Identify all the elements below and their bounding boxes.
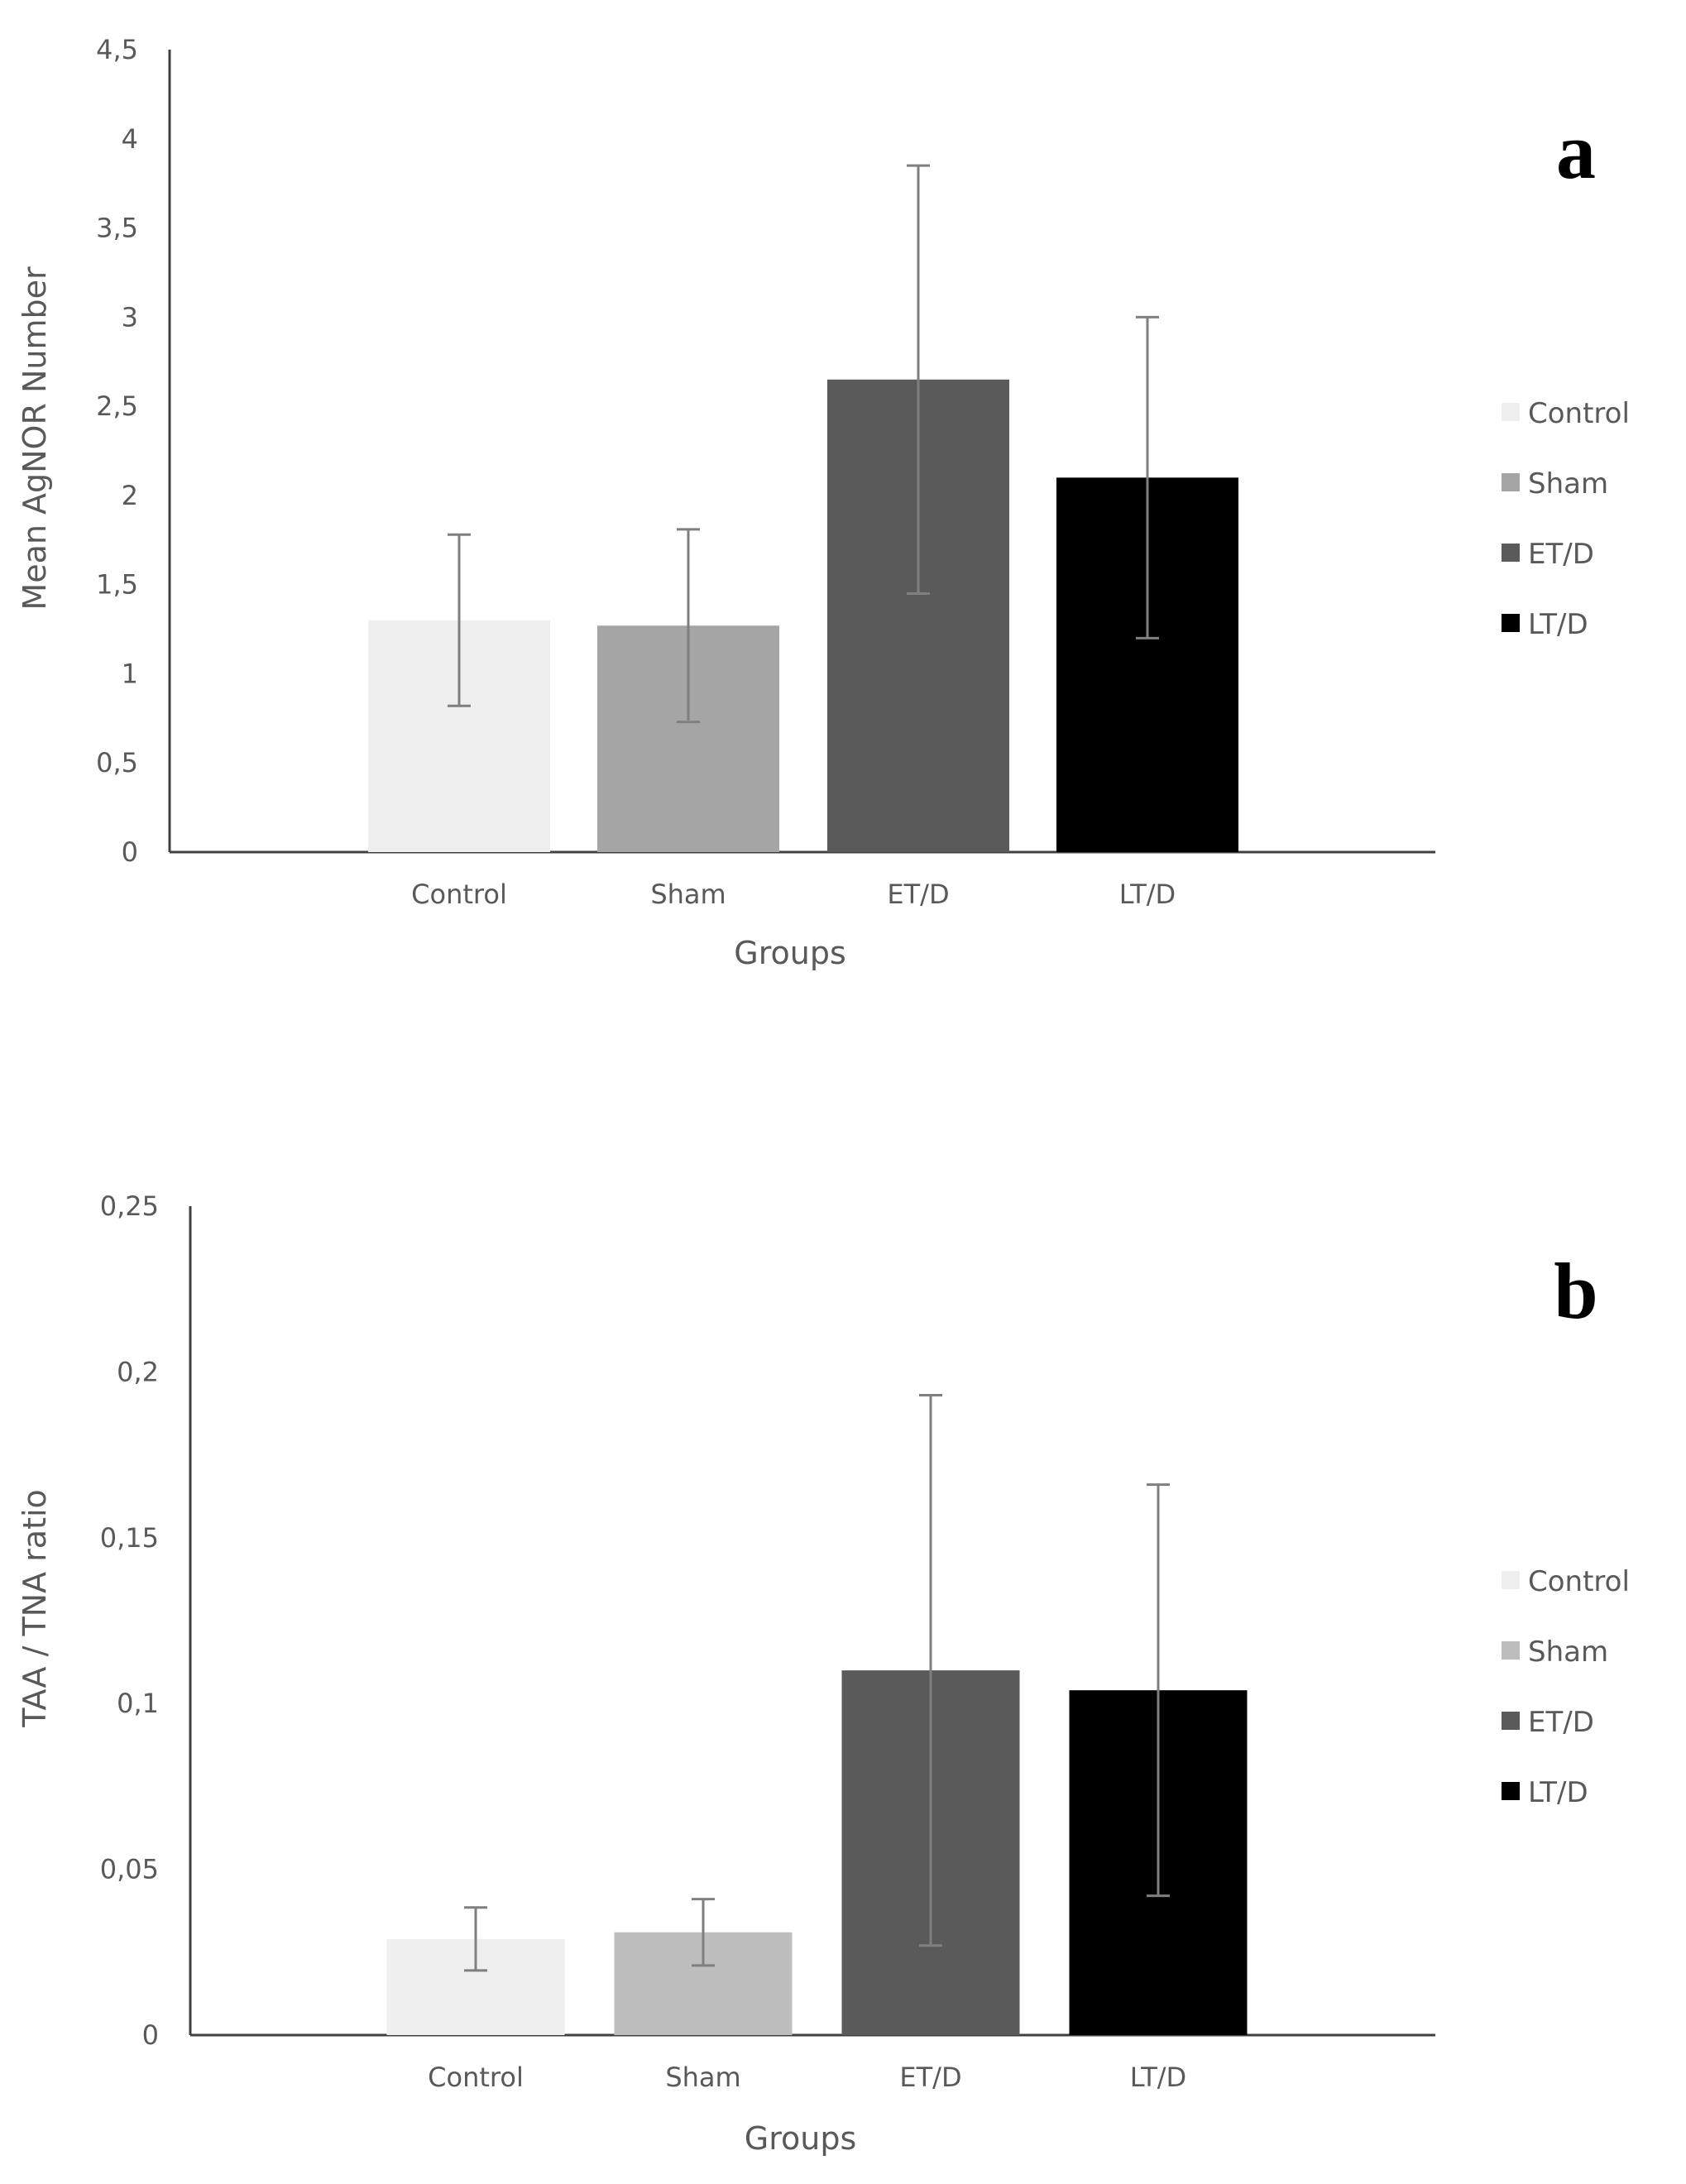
legend-label: Sham [1528, 467, 1608, 500]
legend: Control Sham ET/D LT/D [1502, 397, 1630, 641]
error-bar-etd [907, 164, 930, 595]
y-tick-label: 0 [142, 2019, 159, 2051]
y-tick-label: 4,5 [96, 34, 138, 65]
legend-label: ET/D [1528, 538, 1594, 571]
y-tick-label: 0,25 [100, 1190, 159, 1222]
error-bar-ltd [1136, 315, 1159, 639]
legend-label: Control [1528, 1565, 1630, 1598]
y-tick-label: 1,5 [96, 569, 138, 601]
y-tick-label: 0,5 [96, 747, 138, 778]
legend-label: Control [1528, 397, 1630, 430]
legend-swatch [1502, 614, 1520, 632]
y-tick-label: 3,5 [96, 213, 138, 244]
y-tick-label: 0,05 [100, 1854, 159, 1885]
y-axis-title: Mean AgNOR Number [17, 266, 53, 611]
x-tick-label: Control [428, 2062, 524, 2093]
error-bar-control [464, 1906, 487, 1972]
error-bar-sham [692, 1898, 715, 1967]
error-bar-ltd [1147, 1483, 1170, 1898]
x-axis-title: Groups [745, 2120, 857, 2157]
error-bar-etd [919, 1393, 942, 1947]
y-tick-label: 2 [122, 480, 138, 511]
legend-swatch [1502, 1712, 1520, 1730]
x-tick-label: Sham [650, 879, 726, 910]
legend: Control Sham ET/D LT/D [1502, 1565, 1630, 1809]
panel-label: b [1554, 1247, 1597, 1335]
y-tick-label: 0,15 [100, 1522, 159, 1554]
legend-label: ET/D [1528, 1706, 1594, 1739]
legend-label: LT/D [1528, 1776, 1588, 1809]
legend-swatch [1502, 544, 1520, 562]
legend-swatch [1502, 473, 1520, 491]
legend-label: LT/D [1528, 608, 1588, 641]
y-tick-label: 0,1 [117, 1688, 159, 1719]
x-tick-label: ET/D [899, 2062, 961, 2093]
y-tick-label: 3 [122, 301, 138, 333]
chart-panel-b: 0 0,05 0,1 0,15 0,2 0,25 Control Sham ET/D LT/D Gr… [17, 1190, 1630, 2157]
panel-label: a [1556, 107, 1596, 195]
x-tick-label: LT/D [1119, 879, 1176, 910]
y-tick-label: 1 [122, 658, 138, 689]
x-axis-title: Groups [734, 935, 846, 971]
legend-label: Sham [1528, 1636, 1608, 1669]
legend-swatch [1502, 1571, 1520, 1589]
legend-swatch [1502, 1641, 1520, 1660]
y-tick-label: 4 [122, 123, 138, 155]
y-tick-label: 0,2 [117, 1356, 159, 1387]
error-bar-sham [677, 528, 700, 724]
x-tick-label: LT/D [1130, 2062, 1186, 2093]
error-bar-control [448, 533, 471, 707]
x-tick-label: ET/D [887, 879, 949, 910]
y-axis-title: TAA / TNA ratio [17, 1489, 53, 1728]
legend-swatch [1502, 403, 1520, 421]
chart-panel-a: 0 0,5 1 1,5 2 2,5 3 3,5 4 4,5 Control Sham ET/D LT/D G… [17, 34, 1630, 971]
x-tick-label: Sham [665, 2062, 740, 2093]
y-tick-label: 2,5 [96, 390, 138, 422]
x-tick-label: Control [411, 879, 507, 910]
legend-swatch [1502, 1782, 1520, 1800]
y-tick-label: 0 [122, 836, 138, 868]
